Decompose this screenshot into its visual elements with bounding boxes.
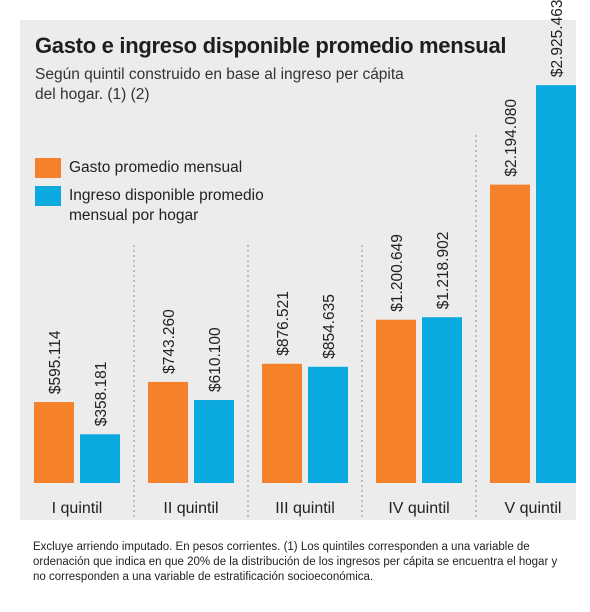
bar-gasto-1 (34, 402, 74, 483)
data-label-ingreso-4: $1.218.902 (435, 232, 452, 310)
footnote: Excluye arriendo imputado. En pesos corr… (33, 541, 558, 583)
category-label: V quintil (505, 500, 562, 517)
category-label: I quintil (52, 500, 103, 517)
legend-label-ingreso: Ingreso disponible promedio mensual por … (69, 187, 264, 224)
legend-swatch-gasto (35, 158, 61, 178)
legend: Gasto promedio mensual Ingreso disponibl… (35, 158, 315, 226)
data-label-gasto-4: $1.200.649 (389, 234, 406, 312)
chart-subtitle: Según quintil construido en base al ingr… (35, 66, 404, 103)
category-label: II quintil (163, 500, 218, 517)
legend-item-ingreso: Ingreso disponible promedio mensual por … (35, 186, 315, 226)
bar-gasto-4 (376, 319, 416, 483)
chart-title: Gasto e ingreso disponible promedio mens… (35, 33, 507, 58)
bar-ingreso-1 (80, 434, 120, 483)
bar-gasto-5 (490, 184, 530, 484)
bar-gasto-3 (262, 363, 302, 483)
data-label-ingreso-5: $2.925.463 (549, 0, 566, 77)
category-label: III quintil (275, 500, 335, 517)
data-label-gasto-3: $876.521 (275, 291, 292, 356)
bar-gasto-2 (148, 381, 188, 483)
data-label-ingreso-3: $854.635 (321, 294, 338, 359)
data-label-ingreso-2: $610.100 (207, 327, 224, 392)
data-label-gasto-5: $2.194.080 (503, 99, 520, 177)
legend-item-gasto: Gasto promedio mensual (35, 158, 315, 178)
bar-ingreso-5 (536, 85, 576, 484)
bar-ingreso-4 (422, 317, 462, 483)
data-label-gasto-1: $595.114 (47, 330, 64, 394)
data-label-gasto-2: $743.260 (161, 309, 178, 374)
bar-ingreso-2 (194, 400, 234, 483)
category-label: IV quintil (388, 500, 449, 517)
legend-label-gasto: Gasto promedio mensual (69, 159, 243, 176)
legend-swatch-ingreso (35, 186, 61, 206)
bar-ingreso-3 (308, 366, 348, 483)
data-label-ingreso-1: $358.181 (93, 362, 110, 427)
